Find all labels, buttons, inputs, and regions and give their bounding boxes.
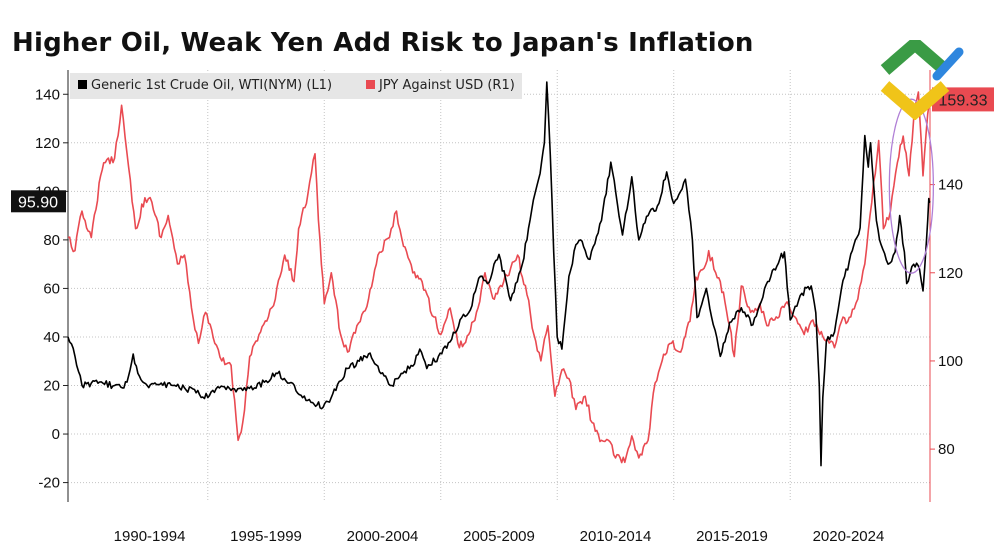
legend-swatch xyxy=(366,80,375,89)
left-tick-label: 60 xyxy=(43,280,60,297)
left-tick-label: 20 xyxy=(43,378,60,395)
jpy-last-value-label: 159.33 xyxy=(939,92,988,109)
x-tick-label: 2020-2024 xyxy=(813,528,885,545)
legend-label: Generic 1st Crude Oil, WTI(NYM) (L1) xyxy=(91,78,332,93)
grid-lines xyxy=(68,70,930,502)
right-tick-label: 120 xyxy=(938,265,963,282)
axis-ticks: -20020406080100120140801001201401990-199… xyxy=(35,86,963,545)
oil-last-value-box xyxy=(11,190,66,213)
legend-swatch xyxy=(78,80,87,89)
annotation-ellipse xyxy=(888,98,935,274)
series-line-jpy-usd xyxy=(67,91,931,464)
left-tick-label: 120 xyxy=(35,135,60,152)
plot-area xyxy=(67,81,931,467)
logo-blue-stroke xyxy=(932,47,964,81)
x-tick-label: 2005-2009 xyxy=(463,528,535,545)
x-tick-label: 2010-2014 xyxy=(580,528,652,545)
x-tick-label: 1995-1999 xyxy=(230,528,302,545)
right-tick-label: 140 xyxy=(938,177,963,194)
legend-background xyxy=(70,73,522,99)
x-tick-label: 2000-2004 xyxy=(347,528,419,545)
series-line-wti-crude xyxy=(67,81,931,467)
axis-frame xyxy=(67,70,931,502)
left-tick-label: 0 xyxy=(52,426,60,443)
left-tick-label: 40 xyxy=(43,329,60,346)
left-tick-label: 80 xyxy=(43,232,60,249)
annotation-layer xyxy=(888,98,935,274)
oil-last-value-label: 95.90 xyxy=(18,194,58,211)
right-tick-label: 80 xyxy=(938,441,955,458)
value-labels: 95.90 159.33 xyxy=(11,87,994,213)
right-tick-label: 100 xyxy=(938,353,963,370)
legend: Generic 1st Crude Oil, WTI(NYM) (L1) JPY … xyxy=(70,73,522,99)
x-tick-label: 1990-1994 xyxy=(114,528,186,545)
x-tick-label: 2015-2019 xyxy=(696,528,768,545)
brand-logo-icon xyxy=(880,40,964,120)
left-tick-label: -20 xyxy=(38,475,60,492)
chart-title: Higher Oil, Weak Yen Add Risk to Japan's… xyxy=(12,28,754,58)
logo-green-chevron xyxy=(880,40,950,75)
left-tick-label: 140 xyxy=(35,86,60,103)
logo-yellow-chevron xyxy=(880,81,950,120)
legend-label: JPY Against USD (R1) xyxy=(378,78,515,93)
